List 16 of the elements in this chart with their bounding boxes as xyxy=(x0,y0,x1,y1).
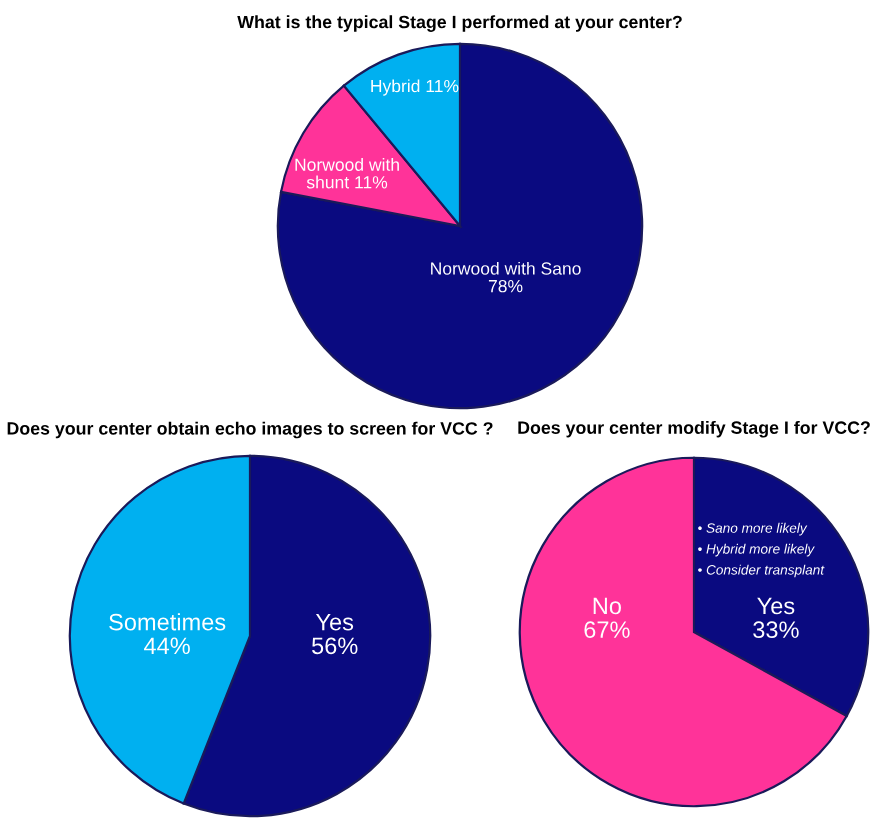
slice-label: Norwood with shunt 11% xyxy=(295,158,399,189)
slice-label: Sometimes xyxy=(109,613,226,631)
pie-slice xyxy=(276,42,644,410)
slice-label: Yes xyxy=(757,597,795,615)
data-label: 67% xyxy=(584,621,630,638)
data-label: 78% xyxy=(488,279,523,293)
slice-label: Hybrid 11% xyxy=(371,79,459,96)
chart-title: Does your center modify Stage I for VCC? xyxy=(518,420,870,438)
data-label: 33% xyxy=(753,621,799,638)
data-label: 56% xyxy=(312,637,358,655)
slice-label: Norwood with Sano xyxy=(431,261,581,275)
chart-title: Does your center obtain echo images to screen for VCC ? xyxy=(7,421,493,439)
chart-title: What is the typical Stage I performed at your center? xyxy=(237,15,682,32)
data-label: 44% xyxy=(144,637,190,655)
slice-label: No xyxy=(593,597,621,615)
slice-label: Yes xyxy=(315,614,354,631)
